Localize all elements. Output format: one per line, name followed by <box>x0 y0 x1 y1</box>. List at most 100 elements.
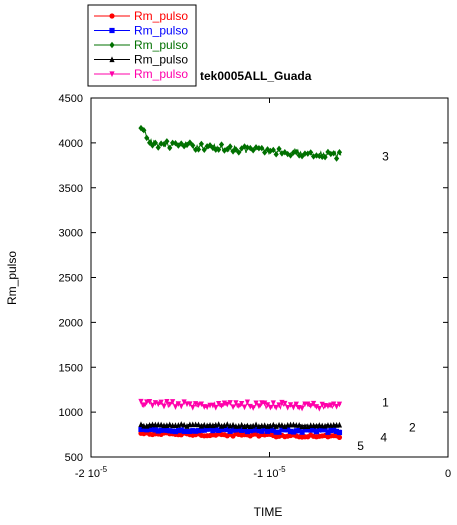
data-point <box>305 401 311 408</box>
data-point <box>262 149 268 156</box>
data-point <box>316 152 322 160</box>
data-point <box>270 146 276 154</box>
data-point <box>316 427 322 433</box>
data-point <box>256 403 262 410</box>
data-point <box>175 142 181 149</box>
data-point <box>213 426 219 433</box>
data-point <box>195 421 202 428</box>
data-point <box>187 428 193 434</box>
data-point <box>250 147 256 154</box>
data-point <box>190 428 196 434</box>
data-point <box>302 150 308 157</box>
data-point <box>204 404 210 411</box>
y-axis-label: Rm_pulso <box>5 251 19 305</box>
data-point <box>282 427 288 433</box>
series-4 <box>138 421 343 430</box>
y-tick-label: 1500 <box>59 362 83 374</box>
data-point <box>233 146 239 153</box>
data-point <box>336 401 343 408</box>
data-point <box>287 402 294 408</box>
data-point <box>170 428 176 434</box>
data-point <box>279 422 285 428</box>
data-point <box>138 426 144 433</box>
data-point <box>149 426 156 432</box>
data-point <box>273 151 279 158</box>
data-point <box>322 153 328 161</box>
data-point <box>233 427 239 433</box>
data-point <box>267 404 274 411</box>
data-point <box>187 401 193 408</box>
annotation-label: 3 <box>382 149 389 163</box>
data-point <box>175 428 181 434</box>
data-point <box>201 427 207 433</box>
data-point <box>253 400 259 407</box>
legend-label: Rm_pulso <box>134 24 188 38</box>
data-point <box>336 421 343 428</box>
legend-marker <box>109 41 115 49</box>
data-point <box>264 428 271 434</box>
data-point <box>264 146 271 153</box>
legend-label: Rm_pulso <box>134 67 188 81</box>
data-point <box>270 427 276 434</box>
data-point <box>224 401 230 408</box>
data-point <box>293 149 299 156</box>
data-point <box>328 402 334 409</box>
data-point <box>310 400 317 407</box>
data-point <box>305 427 311 433</box>
y-tick-label: 1000 <box>59 407 83 419</box>
data-point <box>296 427 302 433</box>
legend-marker <box>109 71 115 78</box>
data-point <box>167 401 173 408</box>
data-point <box>305 150 311 157</box>
data-point <box>218 403 225 409</box>
data-point <box>282 400 288 407</box>
data-point <box>152 139 158 147</box>
data-point <box>250 427 256 433</box>
data-point <box>164 399 170 405</box>
data-point <box>256 427 262 434</box>
data-point <box>141 127 147 134</box>
data-point <box>184 141 190 149</box>
data-point <box>152 427 158 433</box>
data-point <box>336 434 343 440</box>
annotation-label: 2 <box>409 420 416 434</box>
data-point <box>170 139 176 147</box>
legend-marker <box>109 13 115 19</box>
data-point <box>190 404 196 411</box>
y-tick-label: 2000 <box>59 317 83 329</box>
data-point <box>213 146 219 153</box>
data-point <box>161 426 167 433</box>
data-point <box>167 144 173 152</box>
legend-label: Rm_pulso <box>134 53 188 67</box>
data-point <box>178 140 184 147</box>
data-point <box>333 428 340 434</box>
data-point <box>325 403 331 410</box>
data-point <box>190 142 196 149</box>
data-point <box>193 428 199 434</box>
data-point <box>198 140 204 148</box>
data-point <box>149 402 156 409</box>
data-point <box>290 149 297 156</box>
data-point <box>239 421 245 428</box>
data-point <box>141 426 147 432</box>
data-point <box>195 402 202 409</box>
data-point <box>144 134 150 142</box>
data-point <box>253 421 259 428</box>
data-point <box>227 428 233 434</box>
data-point <box>167 421 173 428</box>
data-point <box>138 421 144 428</box>
data-point <box>178 427 184 433</box>
data-point <box>299 405 305 412</box>
data-point <box>236 426 242 432</box>
series-2 <box>138 426 343 436</box>
data-point <box>308 403 314 409</box>
data-point <box>241 404 248 411</box>
series-5 <box>138 398 343 412</box>
data-point <box>164 138 170 145</box>
data-point <box>230 421 236 428</box>
data-point <box>244 399 251 406</box>
data-point <box>273 429 279 435</box>
data-point <box>210 144 216 152</box>
data-point <box>158 399 164 406</box>
